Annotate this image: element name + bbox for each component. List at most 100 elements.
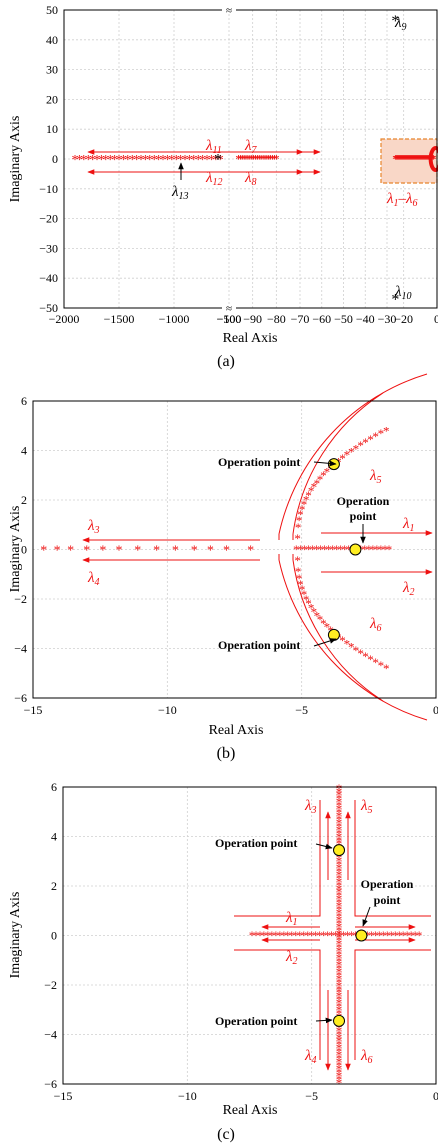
locus-point: * [212, 153, 219, 168]
locus-point: * [336, 1048, 343, 1063]
locus-point: * [372, 429, 379, 444]
locus-point: * [94, 153, 101, 168]
panel-a-marks: ********************************** ******… [72, 13, 438, 309]
locus-point: * [417, 152, 424, 167]
arrow-op-top [315, 843, 333, 850]
locus-point: * [248, 152, 255, 167]
locus-point: * [353, 441, 360, 456]
panel-b-frame [32, 400, 437, 699]
locus-point: * [217, 153, 224, 168]
locus-point: * [182, 153, 189, 168]
locus-point: * [336, 1068, 343, 1083]
locus-point: * [370, 542, 377, 557]
locus-point: * [336, 826, 343, 841]
locus-point: * [336, 857, 343, 872]
locus-point: * [336, 926, 343, 941]
locus-point: * [195, 153, 202, 168]
locus-point: * [325, 542, 332, 557]
locus-point: * [336, 906, 343, 921]
locus-point: * [388, 928, 395, 943]
locus-point: * [396, 928, 403, 943]
locus-point: * [336, 1072, 343, 1087]
locus-point: * [336, 784, 343, 799]
locus-point: * [54, 543, 61, 558]
locus-point: * [303, 492, 310, 507]
panel-a-xlabel: Real Axis [223, 331, 278, 346]
locus-point: * [336, 968, 343, 983]
locus-point: * [348, 928, 355, 943]
locus-point: * [296, 571, 303, 586]
locus-point: * [336, 1044, 343, 1059]
locus-point: * [419, 152, 426, 167]
label-l6: λ6 [369, 616, 382, 634]
locus-point: * [254, 152, 261, 167]
locus-point: * [336, 961, 343, 976]
locus-point: * [367, 432, 374, 447]
operation-point [333, 844, 346, 857]
locus-point: * [336, 1003, 343, 1018]
locus-point: * [336, 1034, 343, 1049]
locus-point: * [336, 867, 343, 882]
locus-point: * [336, 916, 343, 931]
locus-point: * [190, 153, 197, 168]
locus-point: * [324, 465, 331, 480]
eigenvalue-point: * [391, 292, 399, 309]
locus-point: * [311, 604, 318, 619]
y-tick-label: 4 [51, 830, 57, 844]
locus-point: * [336, 781, 343, 796]
locus-point: * [207, 543, 214, 558]
locus-point: * [336, 815, 343, 830]
label-op-mid-2: point [374, 893, 401, 907]
panel-c-tick-labels: −15 −10 −5 0 −6 −4 −2 0 2 4 6 [44, 780, 438, 1103]
locus-point: * [408, 152, 415, 167]
x-tick-label: −5 [305, 1089, 318, 1103]
locus-point: * [313, 542, 320, 557]
locus-point: * [296, 928, 303, 943]
panel-b-xlabel: Real Axis [209, 723, 264, 738]
locus-point: * [324, 619, 331, 634]
locus-point: * [416, 928, 423, 943]
locus-point: * [398, 152, 405, 167]
y-tick-label: 4 [21, 444, 27, 458]
locus-point: * [303, 592, 310, 607]
locus-point: * [173, 153, 180, 168]
locus-point: * [151, 153, 158, 168]
y-tick-label: 40 [46, 33, 58, 47]
locus-point: * [400, 928, 407, 943]
x-tick-label: −2000 [49, 312, 80, 326]
locus-point: * [336, 871, 343, 886]
locus-point: * [336, 888, 343, 903]
locus-point: * [341, 542, 348, 557]
axis-break-bottom: ≈ [222, 303, 236, 315]
locus-point: * [336, 809, 343, 824]
locus-point: * [115, 543, 122, 558]
y-tick-label: −2 [44, 978, 57, 992]
locus-point: * [305, 596, 312, 611]
locus-point: * [308, 484, 315, 499]
label-l4: λ4 [87, 570, 100, 588]
locus-point: * [336, 1075, 343, 1090]
locus-point: * [336, 899, 343, 914]
locus-point: * [400, 152, 407, 167]
locus-point: * [40, 543, 47, 558]
arrow-op-top [313, 460, 337, 467]
locus-point: * [378, 542, 385, 557]
locus-point: * [344, 448, 351, 463]
locus-point: * [129, 153, 136, 168]
locus-point: * [262, 152, 269, 167]
x-tick-label: 0 [433, 703, 438, 717]
locus-point: * [344, 928, 351, 943]
locus-point: * [336, 954, 343, 969]
panel-b: * * * * * * * * * * * * * ************** *************… [8, 373, 438, 762]
operation-point [355, 929, 368, 942]
locus-point: * [412, 152, 419, 167]
locus-point: * [336, 989, 343, 1004]
locus-point: * [407, 152, 414, 167]
panel-a-caption: (a) [217, 353, 235, 370]
y-tick-label: 30 [46, 63, 58, 77]
locus-point: * [324, 928, 331, 943]
label-op-mid-1: Operation [361, 877, 414, 891]
y-tick-label: 6 [51, 780, 57, 794]
locus-point: * [336, 895, 343, 910]
locus-point: * [320, 468, 327, 483]
